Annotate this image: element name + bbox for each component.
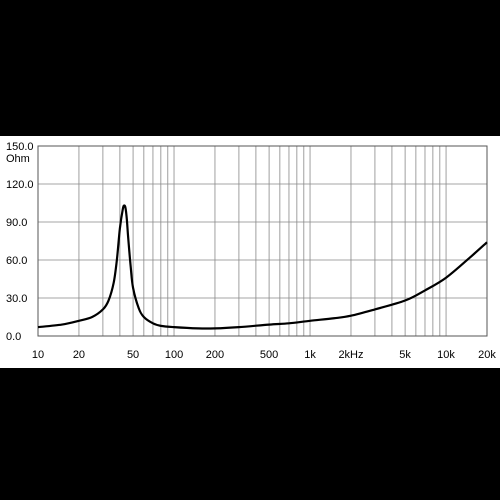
- series: [37, 204, 488, 330]
- impedance-chart: 10 20 50 100 200 500 1k 2kHz 5k 10k 20k 0.0 30.0 60.0…: [6, 141, 496, 361]
- tick-labels: 10 20 50 100 200 500 1k 2kHz 5k 10k 20k 0.0 30.0 60.0…: [6, 141, 496, 361]
- x-tick-label: 50: [127, 349, 139, 361]
- x-tick-label: 500: [260, 349, 278, 361]
- x-tick-label: 100: [165, 349, 183, 361]
- plot-frame: [37, 145, 488, 337]
- x-tick-label: 200: [206, 349, 224, 361]
- x-tick-label: 10k: [437, 349, 455, 361]
- x-tick-label: 10: [32, 349, 44, 361]
- x-tick-label: 1k: [304, 349, 316, 361]
- y-tick-label: 60.0: [6, 255, 27, 267]
- y-tick-label: 0.0: [6, 331, 21, 343]
- x-tick-label: 2kHz: [338, 349, 363, 361]
- x-tick-label: 5k: [399, 349, 411, 361]
- y-tick-label: 90.0: [6, 217, 27, 229]
- y-tick-label: 30.0: [6, 293, 27, 305]
- chart-panel: 10 20 50 100 200 500 1k 2kHz 5k 10k 20k 0.0 30.0 60.0…: [0, 136, 500, 368]
- y-tick-label: 120.0: [6, 179, 34, 191]
- y-tick-label: 150.0: [6, 141, 34, 153]
- impedance-series-line: [37, 204, 488, 330]
- x-tick-label: 20k: [478, 349, 496, 361]
- grid: [37, 145, 488, 337]
- x-tick-label: 20: [73, 349, 85, 361]
- y-axis-label: Ohm: [6, 153, 30, 165]
